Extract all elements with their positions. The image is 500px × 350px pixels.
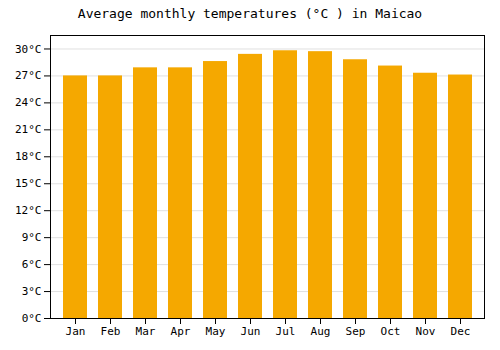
svg-text:15°C: 15°C <box>15 177 42 190</box>
svg-text:Sep: Sep <box>346 325 366 338</box>
svg-text:Mar: Mar <box>136 325 156 338</box>
svg-text:Oct: Oct <box>381 325 401 338</box>
svg-text:Jan: Jan <box>66 325 86 338</box>
svg-text:30°C: 30°C <box>15 42 42 55</box>
svg-text:Jun: Jun <box>241 325 261 338</box>
svg-text:21°C: 21°C <box>15 123 42 136</box>
svg-text:9°C: 9°C <box>22 231 42 244</box>
svg-text:Nov: Nov <box>416 325 436 338</box>
svg-text:6°C: 6°C <box>22 258 42 271</box>
svg-text:24°C: 24°C <box>15 96 42 109</box>
svg-text:18°C: 18°C <box>15 150 42 163</box>
svg-text:27°C: 27°C <box>15 69 42 82</box>
svg-text:Feb: Feb <box>101 325 121 338</box>
svg-text:Dec: Dec <box>451 325 471 338</box>
svg-text:Jul: Jul <box>276 325 296 338</box>
svg-text:Apr: Apr <box>171 325 191 338</box>
svg-text:12°C: 12°C <box>15 204 42 217</box>
svg-text:May: May <box>206 325 226 338</box>
svg-text:Aug: Aug <box>311 325 331 338</box>
svg-text:0°C: 0°C <box>22 312 42 325</box>
html-text:Average monthly temperatures (: Average monthly temperatures (°C ) in Ma… <box>77 6 423 21</box>
svg-text:3°C: 3°C <box>22 285 42 298</box>
